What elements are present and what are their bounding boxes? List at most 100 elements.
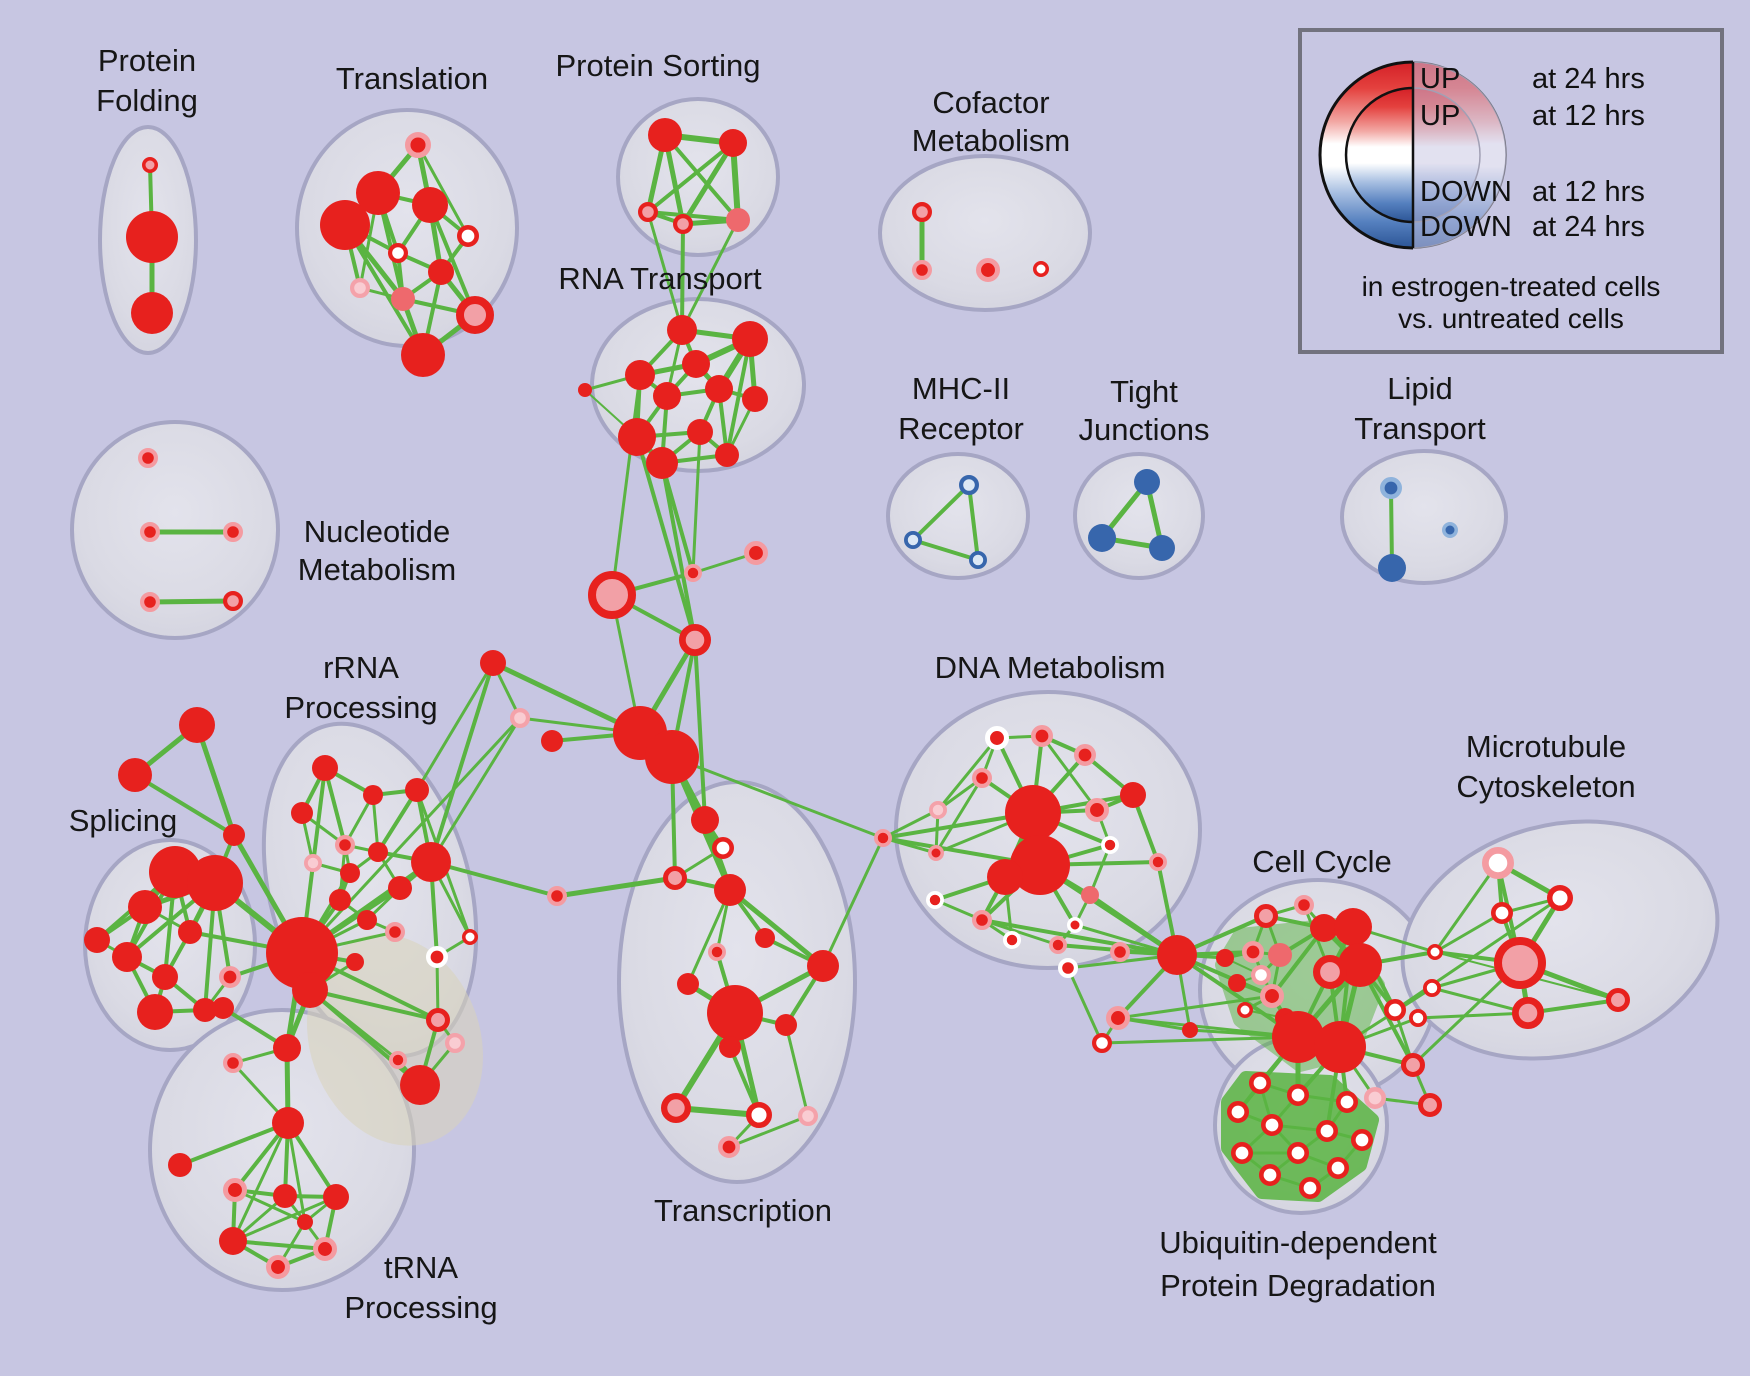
network-edge: [1430, 986, 1530, 1015]
network-node-35: [958, 475, 979, 496]
network-edge: [554, 875, 678, 899]
network-node-160: [1272, 1011, 1324, 1063]
network-node-137: [1081, 886, 1099, 904]
network-edge: [194, 722, 237, 838]
legend-direction-2: DOWN: [1420, 176, 1512, 208]
network-node-105: [691, 806, 719, 834]
network-node-56: [480, 650, 506, 676]
network-node-41: [1380, 476, 1403, 499]
network-edge: [1433, 911, 1504, 954]
network-edge: [231, 1121, 290, 1243]
network-node-130: [987, 859, 1023, 895]
network-node-153: [1216, 949, 1234, 967]
network-node-73: [405, 778, 429, 802]
network-edge: [490, 660, 643, 736]
network-node-68: [218, 965, 241, 988]
network-node-135: [926, 891, 945, 910]
cluster-label-cell-cycle: Cell Cycle: [1252, 844, 1392, 879]
network-node-175: [1249, 1072, 1272, 1095]
network-node-96: [223, 1052, 244, 1073]
network-node-173: [1511, 996, 1544, 1029]
legend-caption-line-1: vs. untreated cells: [1398, 303, 1624, 334]
network-node-67: [152, 964, 178, 990]
network-node-64: [84, 927, 110, 953]
network-edge: [231, 1239, 327, 1251]
network-edge: [147, 598, 236, 605]
network-node-122: [1031, 724, 1054, 747]
network-node-52: [678, 623, 711, 656]
network-node-82: [357, 910, 377, 930]
network-node-48: [223, 590, 244, 611]
network-node-28: [687, 419, 713, 445]
network-node-161: [1314, 1021, 1366, 1073]
network-node-149: [1334, 908, 1372, 946]
legend-time-3: at 24 hrs: [1532, 211, 1645, 243]
network-node-187: [1091, 1032, 1112, 1053]
network-edge: [967, 483, 980, 562]
network-node-66: [178, 920, 202, 944]
network-node-33: [976, 257, 1001, 282]
legend-fade-right: [1413, 62, 1506, 248]
network-node-127: [928, 845, 944, 861]
cluster-ellipse-transcription: [617, 780, 857, 1184]
network-node-46: [223, 521, 244, 542]
network-edge: [686, 888, 732, 986]
network-node-147: [1293, 894, 1314, 915]
network-edge: [727, 887, 826, 969]
network-node-138: [1067, 917, 1083, 933]
network-node-60: [223, 824, 245, 846]
network-node-145: [1182, 1022, 1198, 1038]
network-edge: [178, 1121, 290, 1167]
network-node-85: [292, 972, 328, 1008]
network-node-13: [401, 333, 445, 377]
network-node-8: [388, 243, 409, 264]
network-node-38: [1134, 469, 1160, 495]
network-node-141: [1157, 935, 1197, 975]
network-edge: [784, 1023, 810, 1118]
network-node-3: [405, 131, 432, 158]
network-node-170: [1494, 937, 1546, 989]
network-node-20: [732, 321, 768, 357]
cluster-label-dna-metabolism: DNA Metabolism: [935, 650, 1166, 685]
network-edge: [635, 435, 697, 642]
network-node-98: [223, 1178, 248, 1203]
network-node-172: [1606, 988, 1631, 1013]
network-node-165: [1418, 1093, 1443, 1118]
network-node-63: [128, 890, 162, 924]
network-node-70: [137, 994, 173, 1030]
cluster-label-mhc-ii-receptor: MHC-II Receptor: [898, 371, 1024, 446]
network-node-32: [911, 260, 932, 281]
legend-direction-0: UP: [1420, 63, 1460, 95]
network-node-116: [719, 1036, 741, 1058]
network-node-123: [1074, 743, 1097, 766]
network-node-121: [985, 726, 1010, 751]
network-edge: [416, 143, 470, 238]
network-node-101: [219, 1227, 247, 1255]
legend-time-0: at 24 hrs: [1532, 63, 1645, 95]
network-node-184: [1327, 1157, 1350, 1180]
network-node-176: [1287, 1084, 1310, 1107]
network-node-39: [1088, 524, 1116, 552]
network-edge: [133, 773, 236, 837]
legend-direction-3: DOWN: [1420, 211, 1512, 243]
network-node-167: [1546, 884, 1573, 911]
network-node-128: [1005, 785, 1061, 841]
network-node-50: [684, 564, 703, 583]
network-node-26: [742, 386, 768, 412]
network-node-186: [1299, 1177, 1322, 1200]
legend-time-1: at 12 hrs: [1532, 100, 1645, 132]
network-node-90: [445, 1032, 466, 1053]
network-node-102: [312, 1237, 337, 1262]
network-edge: [980, 918, 1179, 957]
network-node-182: [1231, 1142, 1254, 1165]
network-node-79: [411, 842, 451, 882]
network-node-103: [265, 1255, 290, 1280]
network-node-94: [273, 1034, 301, 1062]
network-node-74: [291, 802, 313, 824]
network-node-129: [1010, 835, 1070, 895]
network-edge: [429, 860, 559, 898]
network-node-174: [1409, 1009, 1428, 1028]
network-node-2: [131, 292, 173, 334]
